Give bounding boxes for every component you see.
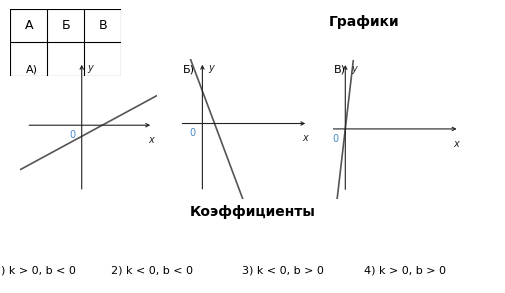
Text: 0: 0 bbox=[332, 134, 338, 144]
Text: В: В bbox=[98, 19, 107, 32]
Text: y: y bbox=[87, 63, 93, 73]
Text: x: x bbox=[147, 135, 154, 145]
Text: А): А) bbox=[26, 64, 38, 74]
Text: В): В) bbox=[334, 64, 346, 74]
Text: Коэффициенты: Коэффициенты bbox=[190, 205, 315, 219]
Text: 1) k > 0, b < 0: 1) k > 0, b < 0 bbox=[0, 265, 76, 275]
Text: Б): Б) bbox=[182, 64, 194, 74]
Text: А: А bbox=[24, 19, 33, 32]
Text: 0: 0 bbox=[69, 130, 75, 140]
Text: 2) k < 0, b < 0: 2) k < 0, b < 0 bbox=[111, 265, 192, 275]
Text: 4) k > 0, b > 0: 4) k > 0, b > 0 bbox=[363, 265, 445, 275]
Text: y: y bbox=[208, 63, 213, 73]
Text: Графики: Графики bbox=[328, 15, 399, 29]
Text: x: x bbox=[301, 133, 307, 143]
Text: x: x bbox=[452, 139, 458, 149]
Text: y: y bbox=[350, 64, 356, 74]
Text: 0: 0 bbox=[189, 128, 195, 138]
Text: Б: Б bbox=[61, 19, 70, 32]
Text: 3) k < 0, b > 0: 3) k < 0, b > 0 bbox=[242, 265, 324, 275]
